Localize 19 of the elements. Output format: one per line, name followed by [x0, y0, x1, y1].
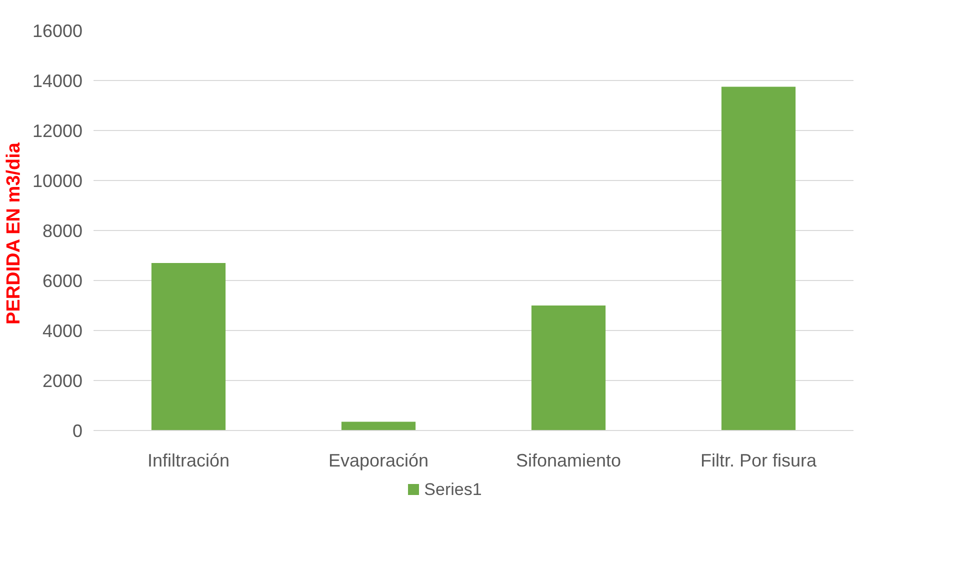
- y-tick-label: 6000: [42, 271, 83, 291]
- y-tick-label: 16000: [32, 21, 83, 41]
- x-tick-label: Filtr. Por fisura: [700, 450, 818, 470]
- y-tick-label: 2000: [42, 371, 83, 391]
- y-tick-label: 10000: [32, 171, 83, 191]
- bar: [341, 422, 416, 430]
- y-tick-label: 8000: [42, 221, 83, 241]
- bar: [151, 263, 226, 430]
- bar: [531, 306, 606, 430]
- x-tick-label: Evaporación: [328, 450, 429, 470]
- x-tick-label: Infiltración: [147, 450, 230, 470]
- y-axis-title: PERDIDA EN m3/dia: [3, 142, 24, 324]
- y-tick-label: 14000: [32, 71, 83, 91]
- x-tick-label: Sifonamiento: [516, 450, 622, 470]
- legend-label: Series1: [423, 479, 482, 501]
- bar: [721, 86, 796, 430]
- y-tick-label: 12000: [32, 121, 83, 141]
- y-tick-label: 4000: [42, 321, 83, 341]
- y-tick-label: 0: [72, 421, 83, 441]
